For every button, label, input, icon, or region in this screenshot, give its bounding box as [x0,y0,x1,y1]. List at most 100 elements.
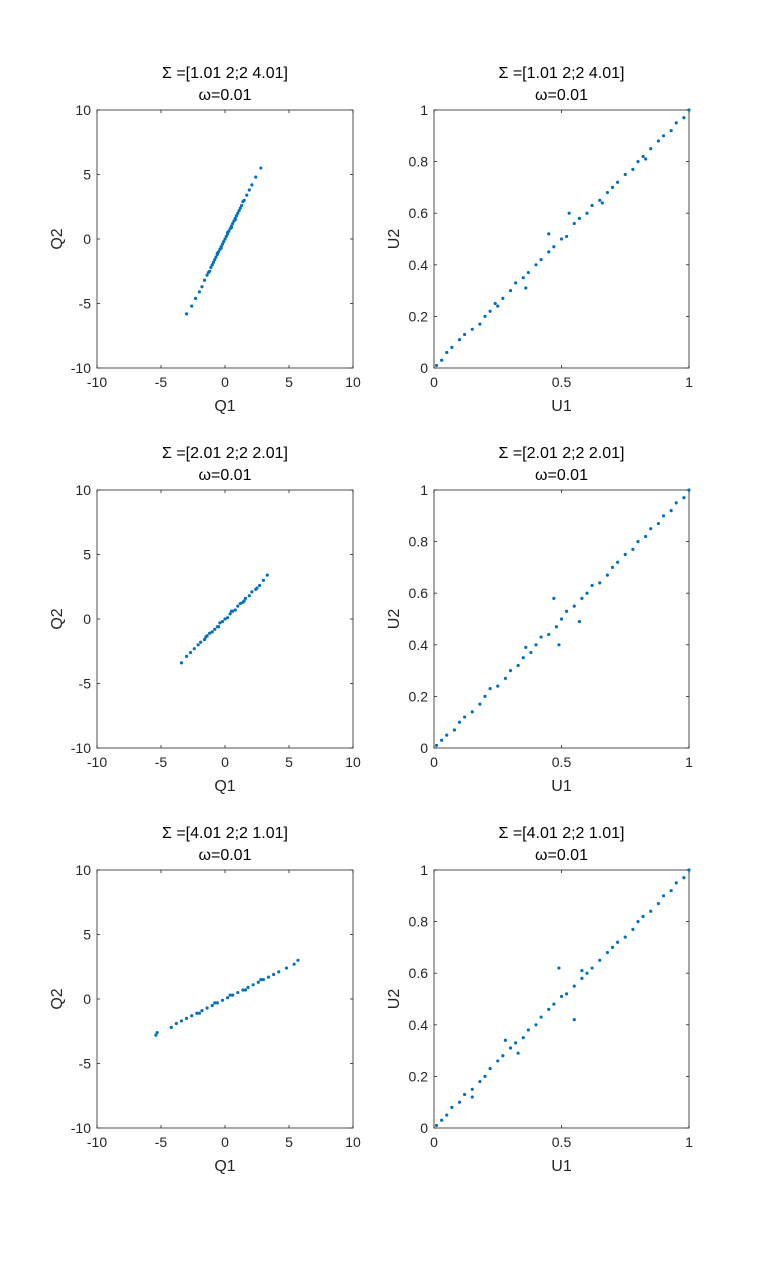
data-point [623,935,627,939]
data-point [636,540,640,544]
data-point [231,221,235,226]
axes-box [433,869,690,1129]
data-point [521,656,525,660]
data-point [229,225,233,229]
data-point [224,234,228,239]
data-point [674,881,678,885]
data-point [661,514,666,518]
y-tick-label: 0.6 [409,205,429,221]
data-point [616,560,620,564]
data-point [210,630,214,634]
y-tick-label: 0.8 [409,534,429,550]
data-point [261,578,265,582]
data-point [190,1014,194,1018]
y-tick-label: 10 [75,102,91,118]
y-tick-label: -10 [71,360,91,376]
data-point [547,232,551,236]
data-point [241,988,245,992]
y-tick-label: 0.2 [409,308,429,324]
data-point [539,635,543,639]
data-point [445,1113,449,1117]
data-point [225,616,230,620]
data-point [463,1092,467,1097]
x-tick-label: 10 [345,374,361,390]
data-point [463,332,467,337]
data-point [623,172,627,177]
data-point [240,203,244,208]
data-point [277,970,281,974]
data-point [501,1054,505,1058]
data-point [580,976,584,980]
data-point [242,599,246,603]
data-point [208,631,212,635]
data-point [559,994,564,999]
series-points [185,166,263,316]
data-point [616,180,620,184]
data-point [225,230,230,235]
chart-subtitle: ω=0.01 [535,87,588,104]
x-tick-label: 0 [430,754,438,770]
data-point [440,738,444,742]
y-tick-label: 0 [420,360,428,376]
y-tick-label: 0.4 [409,257,429,273]
data-point [656,901,661,906]
data-point [656,139,661,143]
data-point [516,663,520,668]
data-point [577,619,581,624]
data-point [259,166,263,170]
data-point [265,573,269,577]
data-point [193,296,198,300]
y-tick-label: 0.6 [409,585,429,601]
data-point [463,715,467,719]
data-point [223,237,227,241]
data-point [641,914,645,919]
data-point [228,993,232,997]
data-point [470,327,474,331]
x-tick-label: -5 [155,1134,168,1150]
data-point [185,654,189,659]
data-point [254,175,258,179]
data-point [457,1100,462,1104]
data-point [547,250,551,254]
data-point [236,604,240,608]
data-point [185,1016,189,1020]
data-point [539,258,543,262]
y-tick-label: 5 [83,547,91,563]
x-axis-label: Q1 [214,778,235,795]
chart-panel-2: 0 0.5 1 0 0.2 0.4 0.6 0.8 1 U1 U2 Σ =[1.01 2;2 4.01… [386,65,693,415]
x-tick-label: 1 [685,754,693,770]
data-point [208,269,212,273]
data-point [211,260,216,264]
data-point [590,583,594,588]
chart-title: Σ =[2.01 2;2 2.01] [162,445,288,462]
chart-title: Σ =[2.01 2;2 2.01] [499,445,625,462]
data-point [202,638,207,642]
data-point [296,958,300,962]
data-point [552,596,556,600]
data-point [256,980,260,984]
series-points [434,108,691,368]
data-point [457,720,462,724]
data-point [669,509,673,513]
data-point [610,185,615,189]
data-point [610,945,615,950]
data-point [478,1079,482,1084]
data-point [687,488,691,492]
data-point [524,645,528,649]
data-point [565,992,569,996]
chart-panel-3: -10 -5 0 5 10 -10 -5 0 5 10 Q1 Q2 Σ =[2.01 2;2 2.01]… [49,445,361,795]
x-tick-label: 1 [685,374,693,390]
data-point [669,129,673,133]
data-point [196,643,200,647]
data-point [236,990,240,995]
chart-subtitle: ω=0.01 [199,467,252,484]
data-point [213,627,217,631]
data-point [547,1007,551,1011]
data-point [205,273,209,277]
y-tick-label: 0 [83,231,91,247]
data-point [470,710,474,714]
data-point [483,694,487,699]
data-point [210,1003,214,1008]
data-point [598,198,602,202]
data-point [580,969,584,973]
